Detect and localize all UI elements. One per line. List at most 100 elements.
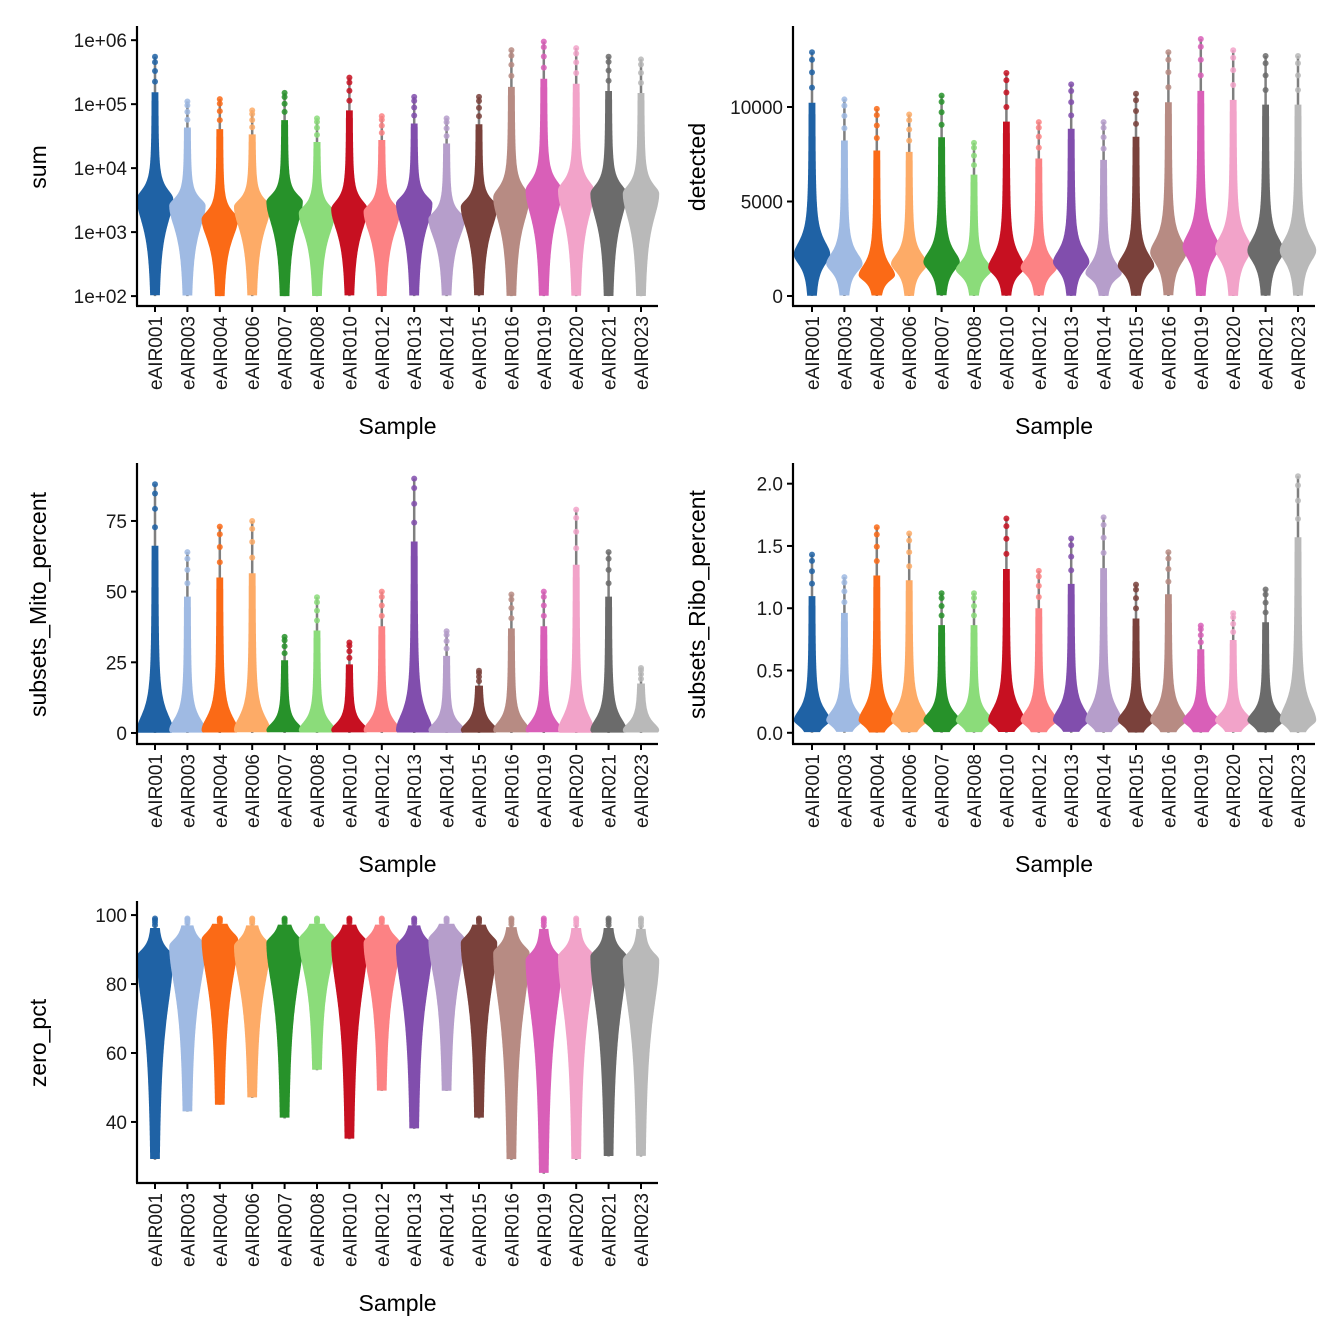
outlier-point — [443, 631, 450, 638]
outlier-point — [906, 563, 913, 570]
outlier-point — [508, 52, 515, 59]
y-tick-label: 0.5 — [757, 662, 783, 683]
outlier-point — [152, 78, 158, 85]
outlier-point — [1165, 566, 1172, 573]
violin-body — [396, 123, 433, 296]
outlier-point — [971, 590, 977, 597]
outlier-point — [281, 650, 288, 657]
outlier-point — [184, 108, 191, 115]
violin-eAIR012 — [1020, 119, 1057, 296]
violin-body — [1182, 649, 1219, 733]
violin-body — [525, 626, 562, 733]
outlier-point — [152, 59, 158, 66]
violin-body — [363, 924, 400, 1091]
outlier-point — [809, 551, 815, 558]
violin-body — [266, 660, 303, 733]
outlier-point — [378, 588, 385, 595]
x-tick-label: eAIR013 — [1062, 316, 1083, 390]
outlier-point — [1003, 77, 1010, 84]
violin-body — [136, 92, 174, 296]
outlier-point — [638, 922, 644, 929]
outlier-point — [346, 74, 353, 81]
violin-eAIR001 — [136, 915, 174, 1160]
outlier-point — [1100, 119, 1107, 126]
x-tick-label: eAIR023 — [632, 1193, 653, 1267]
violin-body — [923, 625, 960, 733]
outlier-point — [152, 922, 158, 929]
violin-eAIR007 — [923, 590, 960, 733]
violin-eAIR020 — [558, 915, 595, 1160]
x-tick-label: eAIR019 — [535, 1193, 556, 1267]
outlier-point — [1133, 586, 1139, 593]
outlier-point — [184, 102, 191, 109]
y-tick-label: 80 — [106, 975, 127, 996]
outlier-point — [1165, 549, 1172, 556]
outlier-point — [573, 59, 580, 66]
violin-body — [298, 630, 336, 733]
outlier-point — [1230, 67, 1237, 74]
outlier-point — [938, 595, 945, 602]
outlier-point — [938, 121, 945, 128]
x-tick-label: eAIR013 — [1062, 754, 1083, 828]
outlier-point — [443, 119, 450, 126]
y-tick-label: 0.0 — [757, 724, 783, 745]
violin-eAIR010 — [988, 515, 1025, 733]
violin-eAIR021 — [590, 53, 627, 297]
violin-eAIR014 — [1085, 119, 1122, 296]
x-tick-label: eAIR004 — [211, 316, 232, 390]
x-tick-label: eAIR003 — [835, 754, 856, 828]
outlier-point — [443, 638, 450, 645]
x-axis-title: Sample — [359, 851, 437, 877]
y-axis-title: zero_pct — [25, 998, 51, 1087]
outlier-point — [1133, 90, 1139, 97]
outlier-point — [1133, 120, 1139, 127]
violin-eAIR001 — [136, 53, 174, 297]
x-tick-label: eAIR012 — [373, 316, 394, 390]
outlier-point — [1295, 52, 1301, 59]
outlier-point — [1035, 567, 1042, 574]
violin-eAIR006 — [891, 111, 928, 296]
outlier-point — [540, 64, 547, 71]
violin-body — [1215, 99, 1252, 296]
outlier-point — [873, 122, 880, 129]
x-tick-label: eAIR004 — [868, 754, 889, 828]
outlier-point — [809, 84, 815, 91]
x-tick-label: eAIR020 — [567, 316, 588, 390]
violin-body — [1053, 128, 1090, 296]
outlier-point — [540, 602, 547, 609]
violin-eAIR015 — [1117, 90, 1155, 296]
violin-eAIR006 — [234, 107, 271, 297]
violin-body — [525, 78, 562, 296]
outlier-point — [1295, 72, 1301, 79]
outlier-point — [971, 152, 977, 159]
violin-eAIR004 — [858, 105, 895, 296]
outlier-point — [873, 558, 880, 565]
outlier-point — [1295, 482, 1301, 489]
violin-eAIR019 — [1182, 35, 1219, 296]
outlier-point — [1003, 535, 1010, 542]
x-tick-label: eAIR001 — [146, 316, 167, 390]
violin-body — [1117, 618, 1155, 733]
violin-eAIR014 — [1085, 514, 1122, 733]
outlier-point — [573, 506, 580, 513]
x-tick-label: eAIR004 — [211, 754, 232, 828]
violin-body — [428, 143, 465, 296]
outlier-point — [249, 538, 256, 545]
violin-eAIR008 — [298, 115, 336, 297]
x-tick-label: eAIR007 — [933, 754, 954, 828]
outlier-point — [1262, 599, 1269, 606]
violin-body — [622, 928, 660, 1156]
violin-body — [1150, 594, 1187, 733]
x-tick-label: eAIR007 — [276, 1193, 297, 1267]
violin-eAIR012 — [363, 588, 400, 733]
outlier-point — [216, 100, 223, 107]
outlier-point — [1035, 573, 1042, 580]
violin-body — [169, 596, 206, 733]
outlier-point — [1068, 567, 1075, 574]
y-tick-label: 60 — [106, 1044, 127, 1065]
outlier-point — [906, 549, 913, 556]
outlier-point — [1100, 134, 1107, 141]
outlier-point — [443, 125, 450, 132]
outlier-point — [378, 122, 385, 129]
outlier-point — [443, 645, 450, 652]
